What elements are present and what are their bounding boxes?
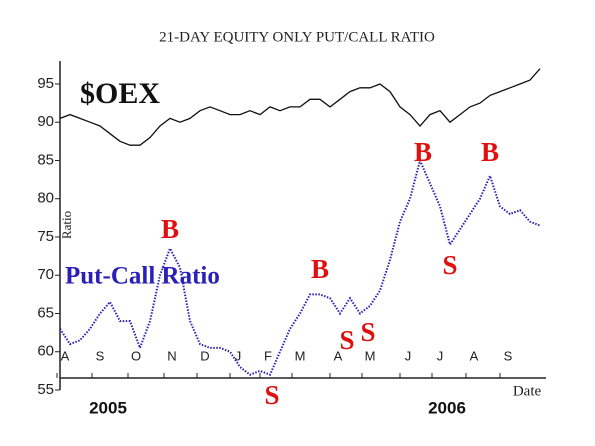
y-axis-label: Ratio	[59, 211, 74, 239]
month-label: F	[264, 348, 272, 363]
signal-annotation: S	[339, 325, 354, 355]
month-label: A	[470, 348, 479, 363]
month-label: M	[365, 348, 376, 363]
month-label: S	[96, 348, 105, 363]
month-label: A	[334, 348, 343, 363]
month-label: J	[235, 348, 242, 363]
y-tick-label: 65	[37, 304, 54, 321]
month-label: S	[504, 348, 513, 363]
year-label: 2006	[428, 398, 466, 417]
signal-annotation: B	[161, 214, 179, 244]
x-axis-label: Date	[513, 383, 542, 399]
series-line	[59, 68, 541, 146]
month-label: N	[167, 348, 176, 363]
month-label: D	[200, 348, 209, 363]
signal-annotation: B	[481, 137, 499, 167]
series-line	[59, 157, 541, 376]
chart-title: 21-DAY EQUITY ONLY PUT/CALL RATIO	[159, 29, 435, 45]
signal-annotation: B	[311, 254, 329, 284]
signal-annotation: S	[264, 380, 279, 410]
signal-annotation: S	[442, 250, 457, 280]
y-tick-label: 85	[37, 151, 54, 168]
y-tick-label: 90	[37, 113, 54, 130]
y-tick-label: 60	[37, 343, 54, 360]
year-label: 2005	[89, 398, 127, 417]
month-label: O	[131, 348, 141, 363]
y-tick-label: 80	[37, 190, 54, 207]
y-tick-label: 70	[37, 266, 54, 283]
month-label: J	[437, 348, 444, 363]
month-label: M	[295, 348, 306, 363]
month-label: J	[405, 348, 412, 363]
y-tick-label: 55	[37, 381, 54, 398]
series-label: $OEX	[80, 77, 160, 110]
month-label: A	[61, 348, 70, 363]
signal-annotation: B	[414, 137, 432, 167]
y-tick-label: 75	[37, 228, 54, 245]
series-label: Put-Call Ratio	[65, 263, 220, 290]
y-tick-label: 95	[37, 75, 54, 92]
signal-annotation: S	[360, 317, 375, 347]
